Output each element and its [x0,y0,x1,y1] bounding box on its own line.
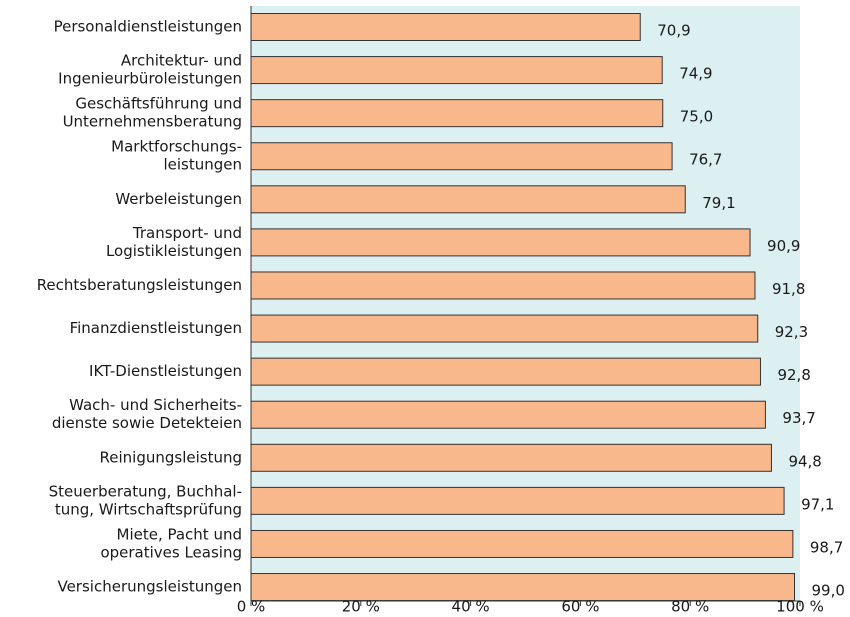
value-label: 91,8 [772,280,805,298]
x-tick-label: 20 % [342,598,380,616]
bar [250,486,785,515]
bar [250,529,794,558]
value-label: 90,9 [767,237,800,255]
category-label: Transport- und [132,224,242,242]
x-tick-label: 80 % [671,598,709,616]
category-label: Miete, Pacht und [117,525,243,543]
category-label: Reinigungsleistung [100,448,243,466]
category-label: Personaldienstleistungen [54,18,242,36]
category-label: Steuerberatung, Buchhal- [49,482,242,500]
value-label: 99,0 [812,582,845,600]
bar [250,228,751,257]
category-label: Geschäftsführung und [75,95,242,113]
bar [250,357,761,386]
category-label: Wach- und Sicherheits- [69,396,242,414]
bar [250,99,664,128]
category-label: Finanzdienstleistungen [70,319,242,337]
category-label: Werbeleistungen [115,190,242,208]
category-label: tung, Wirtschaftsprüfung [55,500,242,518]
category-label: dienste sowie Detekteien [52,414,242,432]
category-label: Marktforschungs- [111,138,242,156]
category-label: Ingenieurbüroleistungen [58,70,242,88]
value-label: 74,9 [679,65,712,83]
category-label: Rechtsberatungsleistungen [37,276,242,294]
value-label: 75,0 [680,108,713,126]
x-tick-label: 100 % [776,598,824,616]
category-label: Versicherungsleistungen [57,578,242,596]
value-label: 76,7 [689,151,722,169]
x-tick-label: 0 % [237,598,266,616]
category-label: leistungen [163,156,242,174]
x-tick-label: 60 % [561,598,599,616]
value-label: 70,9 [657,22,690,40]
bar [250,142,673,171]
category-label: Unternehmensberatung [63,113,242,131]
bar [250,271,756,300]
category-label: IKT-Dienstleistungen [89,362,242,380]
category-label: Architektur- und [121,52,242,70]
bar [250,573,796,602]
bar [250,443,772,472]
value-label: 93,7 [782,409,815,427]
value-label: 98,7 [810,538,843,556]
value-label: 97,1 [801,495,834,513]
bar [250,13,641,41]
bar [250,56,663,85]
value-label: 79,1 [702,194,735,212]
value-label: 92,3 [775,323,808,341]
bar [250,400,766,429]
x-tick-label: 40 % [452,598,490,616]
value-label: 92,8 [777,366,810,384]
bar [250,185,686,214]
bar [250,314,759,343]
value-label: 94,8 [788,452,821,470]
category-label: operatives Leasing [100,543,242,561]
category-label: Logistikleistungen [106,242,242,260]
